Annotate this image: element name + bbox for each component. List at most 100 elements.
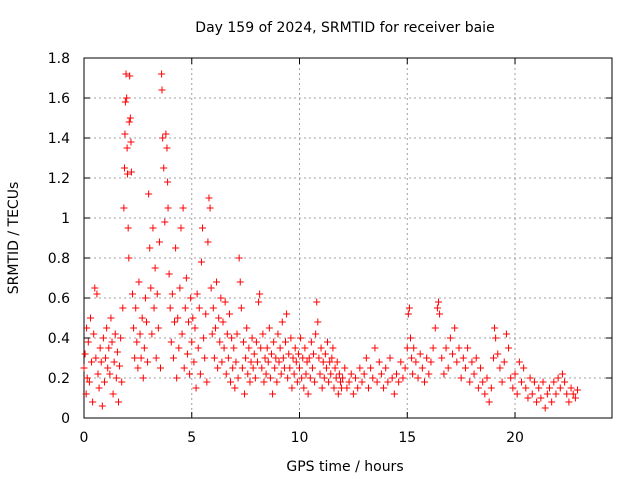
data-point: [228, 334, 236, 342]
data-point: [272, 354, 280, 362]
data-point: [297, 334, 305, 342]
data-point: [149, 224, 157, 232]
data-point: [403, 344, 411, 352]
data-point: [563, 390, 571, 398]
data-point: [548, 398, 556, 406]
data-point: [121, 164, 129, 172]
data-point: [561, 378, 569, 386]
data-point: [567, 384, 575, 392]
data-point: [113, 348, 121, 356]
data-point: [292, 358, 300, 366]
data-point: [341, 364, 349, 372]
y-tick-label: 1: [61, 211, 70, 227]
data-point: [498, 378, 506, 386]
data-point: [408, 354, 416, 362]
data-point: [321, 350, 329, 358]
data-point: [276, 344, 284, 352]
data-point: [153, 290, 161, 298]
data-point: [252, 338, 260, 346]
data-point: [231, 384, 239, 392]
data-point: [418, 364, 426, 372]
data-point: [243, 324, 251, 332]
data-point: [310, 350, 318, 358]
data-point: [399, 374, 407, 382]
data-point: [386, 354, 394, 362]
data-point: [140, 344, 148, 352]
data-point: [259, 330, 267, 338]
data-point: [257, 344, 265, 352]
data-point: [466, 378, 474, 386]
data-point: [298, 374, 306, 382]
data-point: [322, 364, 330, 372]
data-point: [195, 304, 203, 312]
data-point: [85, 378, 93, 386]
data-point: [219, 318, 227, 326]
data-point: [313, 298, 321, 306]
data-point: [191, 324, 199, 332]
data-point: [423, 354, 431, 362]
data-point: [210, 354, 218, 362]
data-point: [435, 298, 443, 306]
data-point: [122, 70, 130, 78]
y-tick-label: 1.2: [48, 171, 70, 187]
data-point: [160, 164, 168, 172]
data-point: [127, 138, 135, 146]
data-point: [127, 168, 135, 176]
data-point: [324, 338, 332, 346]
data-point: [537, 394, 545, 402]
data-point: [83, 374, 91, 382]
data-point: [168, 290, 176, 298]
data-point: [287, 334, 295, 342]
data-point: [546, 384, 554, 392]
data-point: [554, 374, 562, 382]
data-point: [308, 364, 316, 372]
data-point: [202, 310, 210, 318]
data-point: [166, 304, 174, 312]
data-point: [427, 358, 435, 366]
data-point: [177, 224, 185, 232]
data-point: [234, 374, 242, 382]
data-point: [185, 318, 193, 326]
data-point: [520, 364, 528, 372]
data-point: [325, 378, 333, 386]
x-tick-label: 5: [187, 430, 196, 446]
data-point: [406, 334, 414, 342]
data-point: [269, 390, 277, 398]
data-point: [315, 354, 323, 362]
data-point: [261, 354, 269, 362]
data-point: [455, 344, 463, 352]
data-point: [124, 224, 132, 232]
data-point: [509, 384, 517, 392]
data-point: [241, 390, 249, 398]
data-point: [487, 384, 495, 392]
data-point: [253, 358, 261, 366]
data-point: [317, 344, 325, 352]
data-point: [150, 304, 158, 312]
data-point: [364, 384, 372, 392]
data-point: [186, 370, 194, 378]
data-point: [331, 364, 339, 372]
data-point: [111, 330, 119, 338]
data-point: [277, 370, 285, 378]
data-point: [421, 378, 429, 386]
data-point: [132, 304, 140, 312]
y-axis-label: SRMTID / TECUs: [6, 182, 22, 295]
data-point: [164, 204, 172, 212]
data-point: [530, 378, 538, 386]
data-point: [264, 358, 272, 366]
data-point: [203, 378, 211, 386]
data-point: [83, 324, 91, 332]
data-point: [196, 370, 204, 378]
axis-ticks: 0 0.2 0.4 0.6 0.8 1 1.2 1.4 1.6 1.8 0 5 10 15 20: [48, 51, 612, 446]
data-point: [384, 378, 392, 386]
data-point: [183, 350, 191, 358]
data-point: [327, 370, 335, 378]
data-point: [224, 354, 232, 362]
data-point: [345, 378, 353, 386]
data-point: [235, 254, 243, 262]
data-point: [433, 304, 441, 312]
data-point: [397, 358, 405, 366]
data-point: [171, 318, 179, 326]
data-point: [211, 324, 219, 332]
